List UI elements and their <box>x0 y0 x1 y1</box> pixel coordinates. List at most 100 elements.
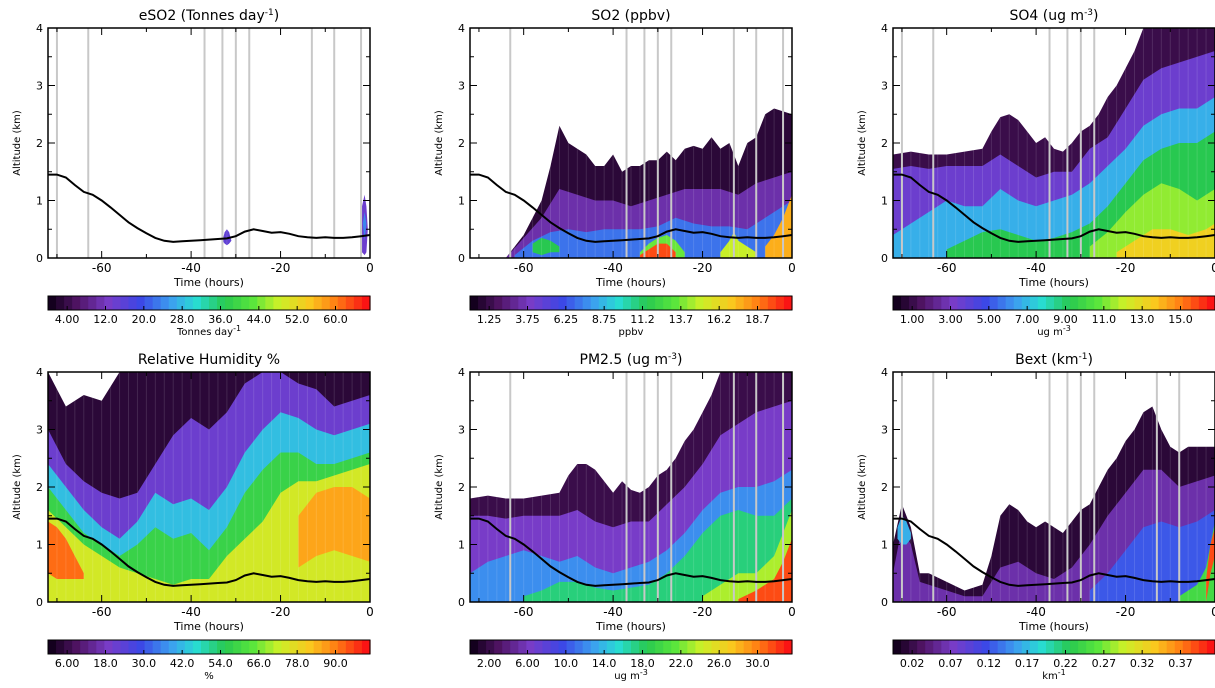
y-tick-label: 1 <box>36 539 43 552</box>
colorbar-segment <box>209 640 218 654</box>
x-tick-label: 0 <box>366 261 374 275</box>
boundary-layer-line <box>893 517 1215 587</box>
colorbar-segment <box>1094 296 1103 310</box>
colorbar-tick-label: 26.0 <box>707 657 732 670</box>
colorbar-segment <box>1174 640 1184 654</box>
colorbar-segment <box>933 296 942 310</box>
colorbar-segment <box>687 640 696 654</box>
colorbar-segment <box>647 640 656 654</box>
colorbar-segment <box>1190 640 1200 654</box>
chart-panel-2: -60 -40 -20 0 0 1 2 3 4 SO2 (ppbv) Time (hours) Alt… <box>434 8 796 338</box>
colorbar-segment <box>337 640 347 654</box>
y-tick-label: 3 <box>36 424 43 437</box>
colorbar-segment <box>120 296 130 310</box>
colorbar-tick-label: 1.25 <box>477 313 502 326</box>
colorbar-segment <box>542 296 552 310</box>
colorbar-tick-label: 11.2 <box>630 313 655 326</box>
colorbar-segment <box>337 296 347 310</box>
colorbar-segment <box>949 296 958 310</box>
colorbar-segment <box>639 296 648 310</box>
colorbar-tick-label: 30.0 <box>132 657 157 670</box>
colorbar-tick-label: 6.00 <box>55 657 80 670</box>
colorbar-segment <box>1054 296 1063 310</box>
colorbar-segment <box>96 640 105 654</box>
x-axis-label: Time (hours) <box>595 620 666 633</box>
contour-layer-6 <box>738 538 792 602</box>
y-tick-label: 4 <box>881 366 888 379</box>
colorbar-segment <box>679 296 688 310</box>
colorbar-segment <box>486 296 495 310</box>
colorbar-segment <box>217 296 226 310</box>
colorbar-segment <box>767 640 777 654</box>
colorbar-segment <box>104 296 113 310</box>
x-tick-label: 0 <box>788 261 796 275</box>
plot-area-2 <box>470 28 792 258</box>
colorbar-segment <box>989 640 999 654</box>
contour-layer-3 <box>362 212 367 241</box>
colorbar-label: ug m-3 <box>1037 324 1071 338</box>
colorbar-segment <box>655 640 664 654</box>
colorbar-segment <box>209 296 218 310</box>
colorbar-segment <box>1110 640 1119 654</box>
colorbar-segment <box>160 640 170 654</box>
colorbar-segment <box>1037 640 1047 654</box>
colorbar-segment <box>671 640 680 654</box>
colorbar-tick-label: 44.0 <box>247 313 272 326</box>
colorbar-segment <box>361 296 371 310</box>
colorbar-label: ppbv <box>619 327 644 338</box>
colorbar-segment <box>1013 640 1023 654</box>
colorbar-segment <box>598 296 608 310</box>
colorbar-label: % <box>204 671 214 682</box>
x-tick-label: 0 <box>1211 261 1215 275</box>
colorbar-segment <box>265 296 274 310</box>
colorbar-segment <box>566 640 576 654</box>
colorbar-segment <box>1078 296 1087 310</box>
colorbar-segment <box>48 296 57 310</box>
colorbar-segment <box>144 640 154 654</box>
colorbar-segment <box>1086 640 1095 654</box>
colorbar-tick-label: 10.0 <box>554 657 579 670</box>
colorbar-segment <box>901 640 910 654</box>
colorbar-segment <box>631 296 640 310</box>
x-tick-label: 0 <box>1211 605 1215 619</box>
colorbar-segment <box>917 640 926 654</box>
colorbar-segment <box>345 296 355 310</box>
colorbar-segment <box>574 640 584 654</box>
colorbar-segment <box>606 640 616 654</box>
colorbar-segment <box>329 640 339 654</box>
chart-title-3: SO4 (ug m-3) <box>1009 8 1098 24</box>
title-superscript: -1 <box>1078 352 1087 362</box>
colorbar-segment <box>1166 640 1176 654</box>
colorbar-segment <box>647 296 656 310</box>
colorbar-segment <box>502 640 511 654</box>
colorbar-segment <box>631 640 640 654</box>
colorbar-segment <box>1062 640 1071 654</box>
colorbar-segment <box>257 296 266 310</box>
colorbar-tick-label: 5.00 <box>977 313 1002 326</box>
colorbar-segment <box>225 296 234 310</box>
colorbar-segment <box>321 296 331 310</box>
colorbar-tick-label: 52.0 <box>285 313 310 326</box>
colorbar-tick-label: 13.0 <box>1130 313 1155 326</box>
colorbar-label-superscript: -3 <box>1063 324 1071 333</box>
x-tick-label: -60 <box>937 605 957 619</box>
colorbar-label: ug m-3 <box>614 668 648 682</box>
contour-layer-4 <box>1089 510 1215 602</box>
colorbar-segment <box>1118 640 1128 654</box>
colorbar-tick-label: 20.0 <box>132 313 157 326</box>
colorbar-segment <box>574 296 584 310</box>
y-tick-label: 3 <box>881 424 888 437</box>
colorbar-segment <box>168 296 178 310</box>
y-tick-label: 3 <box>458 80 465 93</box>
colorbar-tick-label: 36.0 <box>208 313 233 326</box>
colorbar-segment <box>168 640 178 654</box>
colorbar-segment <box>470 640 479 654</box>
colorbar-segment <box>949 640 958 654</box>
colorbar-segment <box>128 640 138 654</box>
contour-layer-4 <box>532 237 560 256</box>
chart-panel-5: -60 -40 -20 0 0 1 2 3 4 PM2.5 (ug m-3) Time (hours… <box>434 352 796 682</box>
colorbar-tick-label: 90.0 <box>323 657 348 670</box>
colorbar-segment <box>751 640 761 654</box>
colorbar-segment <box>534 640 544 654</box>
